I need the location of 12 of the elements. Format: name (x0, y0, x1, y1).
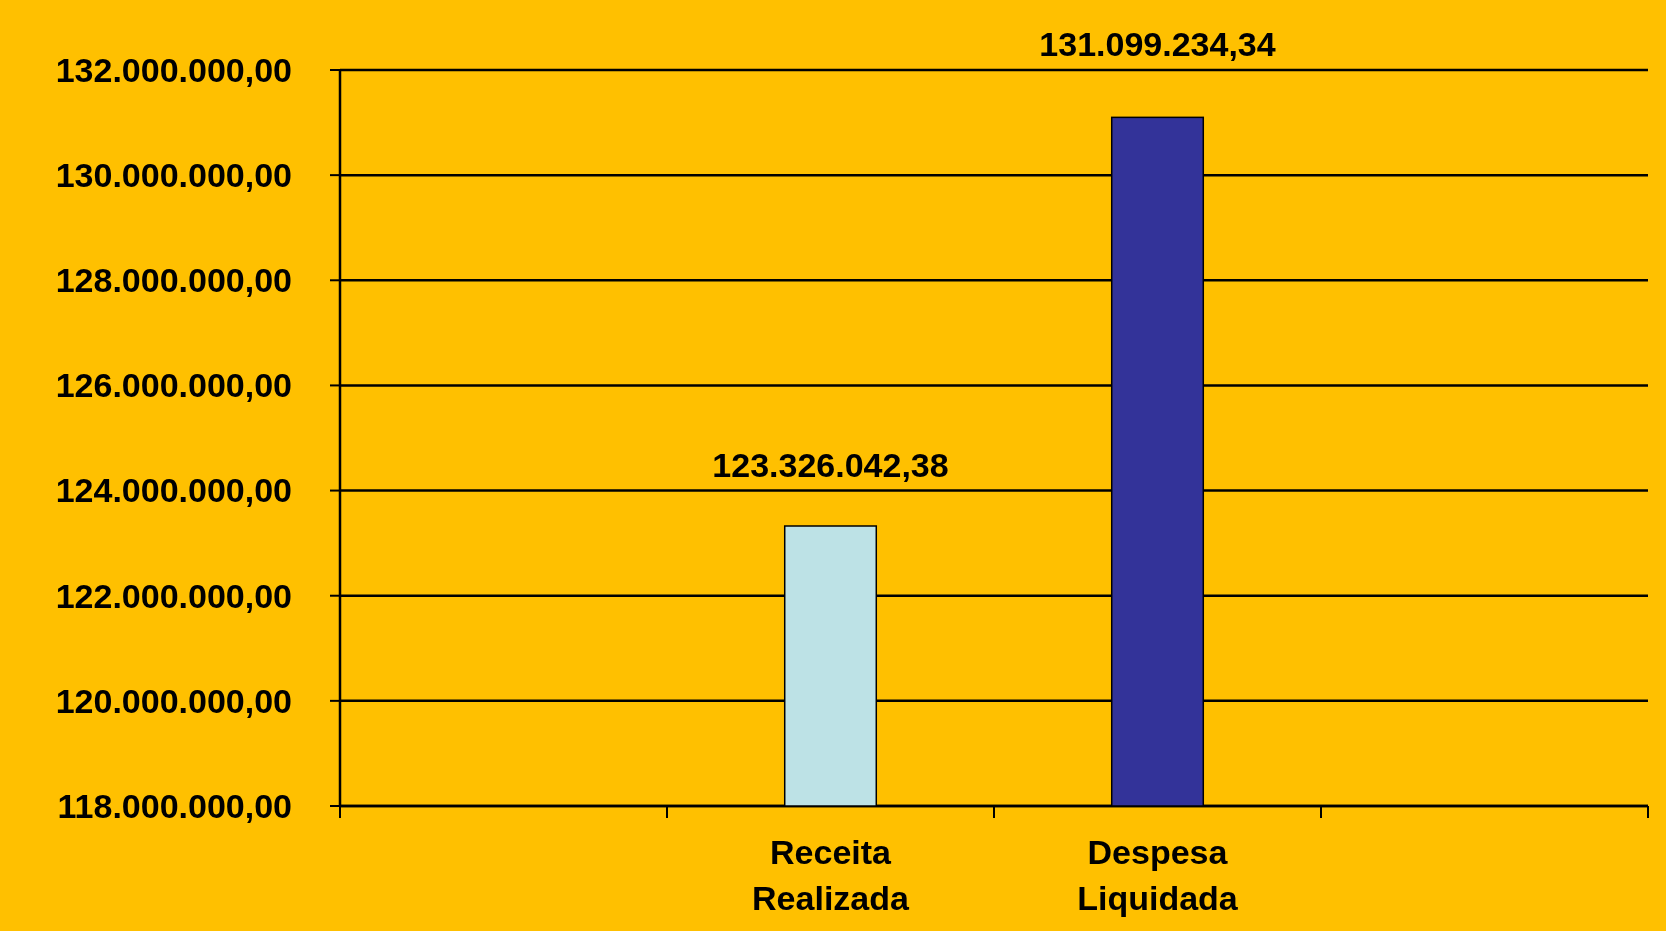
y-tick-label: 124.000.000,00 (55, 471, 292, 510)
y-tick-label: 120.000.000,00 (55, 681, 292, 720)
data-label: 123.326.042,38 (712, 445, 949, 484)
y-tick-label: 130.000.000,00 (55, 156, 292, 195)
x-tick-label: Despesa Liquidada (1077, 833, 1239, 917)
y-tick-label: 122.000.000,00 (55, 576, 292, 615)
y-tick-label: 126.000.000,00 (55, 366, 292, 405)
y-tick-label: 118.000.000,00 (57, 786, 292, 825)
y-tick-label: 132.000.000,00 (55, 50, 292, 89)
data-label: 131.099.234,34 (1039, 25, 1276, 63)
x-tick-label: Receita Realizada (752, 833, 911, 917)
y-tick-label: 128.000.000,00 (55, 261, 292, 300)
